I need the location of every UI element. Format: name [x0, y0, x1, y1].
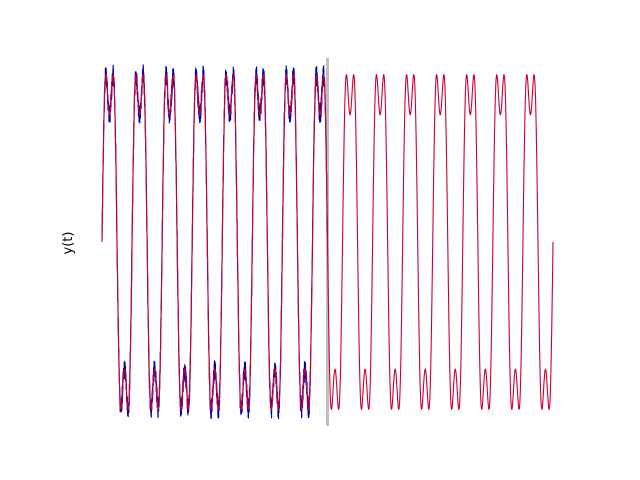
plot-area — [102, 58, 553, 426]
y-axis-label: y(t) — [61, 232, 76, 255]
series-line-noisy — [102, 65, 328, 419]
